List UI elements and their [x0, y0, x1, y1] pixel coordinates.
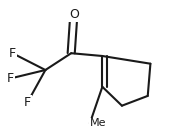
Text: F: F [24, 96, 31, 109]
Text: Me: Me [90, 118, 106, 128]
Text: F: F [9, 47, 16, 60]
Text: O: O [69, 8, 79, 20]
Text: F: F [7, 72, 14, 85]
